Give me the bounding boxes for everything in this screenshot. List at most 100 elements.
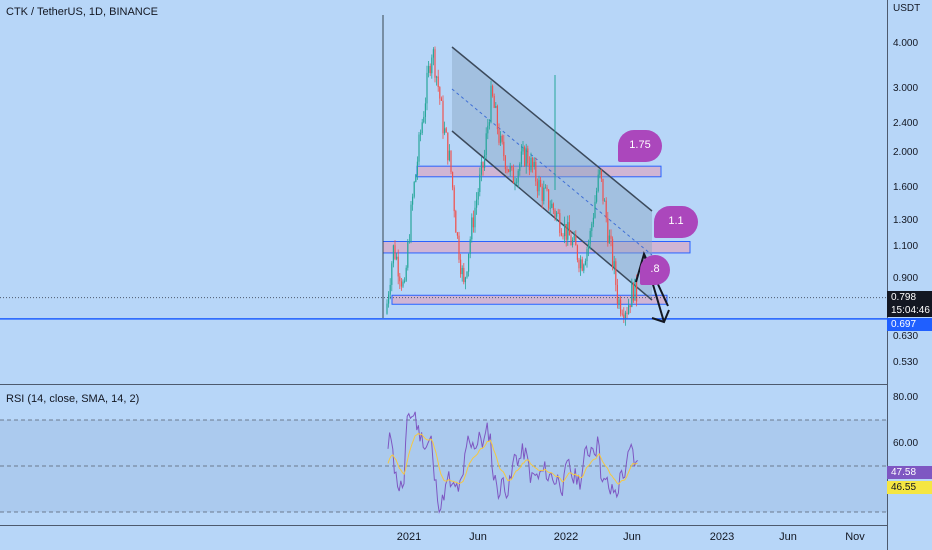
zone-.8	[391, 294, 668, 305]
candle-body	[415, 174, 417, 183]
candle-body	[524, 147, 526, 166]
candle-body	[538, 179, 540, 192]
candle-body	[588, 243, 590, 250]
last-price-tag: 0.798	[887, 291, 932, 304]
candle-body	[607, 218, 609, 244]
date-tick: 2022	[553, 531, 579, 543]
candle-body	[460, 259, 462, 275]
candle-body	[517, 170, 519, 183]
price-tick: 1.100	[893, 241, 919, 252]
candle-body	[596, 190, 598, 202]
candle-body	[511, 166, 513, 168]
candle-body	[591, 223, 593, 231]
candle-body	[492, 85, 494, 96]
candle-body	[400, 281, 402, 287]
candle-body	[468, 253, 470, 272]
rsi-title: RSI (14, close, SMA, 14, 2)	[6, 393, 140, 405]
candle-body	[568, 222, 570, 236]
channel-fill	[452, 47, 652, 300]
candle-body	[444, 128, 446, 134]
annotation-bubble-1-1[interactable]: 1.1	[654, 206, 698, 238]
candle-body	[543, 187, 545, 201]
candles	[382, 15, 638, 326]
candle-body	[546, 187, 548, 190]
candle-body	[576, 245, 578, 260]
candle-body	[412, 196, 414, 205]
candle-body	[394, 245, 396, 259]
candle-body	[455, 211, 457, 233]
candle-body	[404, 280, 406, 282]
candle-body	[503, 141, 505, 157]
candle-body	[469, 239, 471, 254]
date-tick: 2021	[396, 531, 422, 543]
candle-body	[389, 284, 391, 295]
candle-body	[418, 134, 420, 162]
candle-body	[434, 49, 436, 78]
candle-body	[600, 169, 602, 179]
candle-body	[484, 154, 486, 168]
candle-body	[424, 103, 426, 117]
candle-body	[532, 158, 534, 167]
candle-body	[544, 187, 546, 189]
candle-body	[479, 174, 481, 192]
candle-body	[514, 182, 516, 184]
price-tick: 1.600	[893, 182, 919, 193]
candle-body	[485, 133, 487, 155]
candle-body	[631, 283, 633, 308]
candle-body	[618, 299, 620, 304]
candle-body	[629, 305, 631, 308]
candle-body	[608, 235, 610, 244]
candle-body	[586, 249, 588, 262]
candle-body	[549, 207, 551, 209]
candle-body	[624, 312, 626, 319]
candle-body	[391, 263, 393, 285]
date-tick: Jun	[623, 531, 641, 543]
price-tick: 3.000	[893, 83, 919, 94]
candle-body	[397, 256, 399, 277]
candle-body	[439, 87, 441, 99]
candle-body	[623, 314, 625, 319]
candle-body	[634, 278, 636, 301]
price-tick: 4.000	[893, 38, 919, 49]
candle-body	[615, 261, 617, 285]
price-tick: 0.530	[893, 357, 919, 368]
candle-body	[456, 232, 458, 236]
candle-body	[452, 171, 454, 188]
candle-body	[509, 166, 511, 172]
candle-body	[413, 182, 415, 197]
candle-body	[432, 49, 434, 58]
price-tick: 0.630	[893, 331, 919, 342]
price-tick: 1.300	[893, 215, 919, 226]
candle-body	[516, 182, 518, 184]
candle-body	[450, 150, 452, 172]
rsi-pane	[0, 411, 887, 514]
candle-body	[564, 224, 566, 237]
price-tick: 2.000	[893, 147, 919, 158]
candle-body	[520, 151, 522, 165]
candle-body	[552, 203, 554, 211]
candle-body	[559, 213, 561, 233]
candle-body	[592, 217, 594, 224]
candle-body	[431, 57, 433, 74]
candle-body	[437, 76, 439, 88]
annotation-bubble-0-8[interactable]: .8	[640, 255, 670, 285]
candle-body	[594, 201, 596, 218]
candle-body	[476, 199, 478, 208]
candle-body	[429, 65, 431, 74]
candle-body	[487, 125, 489, 134]
candle-body	[436, 76, 438, 78]
candle-body	[472, 217, 474, 228]
candle-body	[530, 158, 532, 171]
candle-body	[420, 132, 422, 135]
candle-body	[536, 181, 538, 192]
annotation-bubble-1-75[interactable]: 1.75	[618, 130, 662, 162]
candle-body	[423, 116, 425, 123]
candle-body	[605, 200, 607, 219]
descending-channel	[451, 46, 653, 301]
candle-body	[428, 65, 430, 73]
candle-body	[589, 230, 591, 244]
date-tick: Jun	[779, 531, 797, 543]
candle-body	[396, 256, 398, 259]
candle-body	[620, 299, 622, 314]
